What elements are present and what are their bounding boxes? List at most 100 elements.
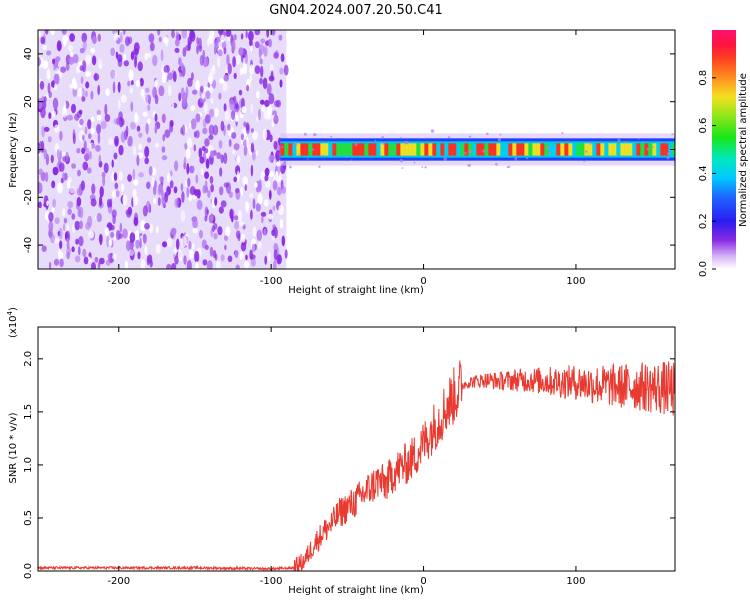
- signal-speckle: [289, 165, 292, 169]
- noise-speckle: [163, 65, 169, 73]
- signal-band-cell: [496, 143, 501, 156]
- noise-speckle: [195, 130, 200, 139]
- noise-speckle: [62, 208, 66, 217]
- noise-speckle: [167, 186, 172, 196]
- noise-speckle: [138, 172, 144, 178]
- noise-speckle: [207, 190, 211, 198]
- signal-band-cell: [484, 143, 489, 156]
- noise-speckle: [245, 123, 250, 135]
- signal-speckle: [638, 137, 640, 140]
- signal-band-cell: [544, 143, 549, 156]
- noise-speckle: [231, 40, 236, 52]
- signal-band-cell: [436, 143, 441, 156]
- noise-speckle: [95, 145, 101, 152]
- noise-speckle: [254, 65, 261, 74]
- noise-speckle: [252, 226, 257, 237]
- noise-speckle: [38, 30, 41, 38]
- noise-speckle: [43, 149, 48, 160]
- noise-speckle: [223, 235, 229, 241]
- noise-speckle: [260, 99, 265, 105]
- noise-speckle: [120, 31, 123, 43]
- noise-speckle: [96, 109, 101, 116]
- noise-speckle: [88, 230, 94, 239]
- noise-speckle: [96, 123, 102, 134]
- noise-speckle: [217, 49, 223, 57]
- noise-speckle: [91, 55, 97, 66]
- noise-speckle: [278, 204, 284, 216]
- signal-band-cell: [368, 143, 373, 156]
- noise-speckle: [208, 134, 214, 140]
- signal-band-cell: [608, 143, 613, 156]
- noise-speckle: [77, 169, 81, 177]
- noise-speckle: [225, 30, 232, 37]
- noise-speckle: [218, 206, 224, 214]
- signal-speckle: [303, 132, 307, 136]
- noise-speckle: [44, 171, 49, 183]
- noise-speckle: [74, 255, 81, 263]
- noise-speckle: [226, 54, 230, 66]
- noise-speckle: [205, 90, 211, 100]
- noise-speckle: [187, 77, 193, 87]
- signal-band-cell: [280, 143, 285, 156]
- noise-speckle: [171, 263, 177, 269]
- noise-speckle: [87, 119, 92, 130]
- noise-speckle: [201, 93, 205, 100]
- signal-speckle: [526, 157, 529, 160]
- noise-speckle: [78, 236, 84, 247]
- noise-speckle: [200, 96, 206, 104]
- noise-speckle: [169, 170, 173, 177]
- noise-speckle: [75, 238, 79, 245]
- noise-speckle: [97, 261, 101, 269]
- noise-speckle: [155, 226, 159, 234]
- noise-speckle: [223, 103, 227, 112]
- noise-speckle: [138, 144, 143, 151]
- signal-band-cell: [664, 143, 669, 156]
- noise-speckle: [117, 99, 121, 109]
- noise-speckle: [240, 133, 244, 141]
- noise-speckle: [166, 172, 171, 183]
- noise-speckle: [230, 110, 236, 120]
- noise-speckle: [139, 77, 144, 87]
- noise-speckle: [231, 132, 237, 139]
- signal-band-cell: [312, 143, 317, 156]
- noise-speckle: [133, 47, 139, 56]
- noise-speckle: [91, 143, 96, 149]
- noise-speckle: [63, 217, 68, 224]
- noise-speckle: [181, 62, 184, 72]
- noise-speckle: [224, 244, 227, 251]
- noise-speckle: [69, 186, 75, 194]
- signal-speckle: [298, 153, 300, 156]
- noise-speckle: [99, 186, 104, 198]
- noise-speckle: [278, 34, 283, 41]
- noise-speckle: [132, 168, 136, 181]
- noise-speckle: [242, 62, 248, 75]
- signal-speckle: [354, 143, 358, 146]
- noise-speckle: [235, 54, 241, 65]
- y-tick-label: 1.0: [23, 457, 34, 473]
- noise-speckle: [65, 62, 70, 71]
- noise-speckle: [90, 127, 95, 135]
- noise-speckle: [91, 262, 96, 269]
- noise-speckle: [60, 66, 67, 73]
- noise-speckle: [54, 68, 60, 75]
- signal-band-cell: [576, 143, 581, 156]
- noise-speckle: [82, 134, 85, 141]
- noise-speckle: [212, 124, 219, 136]
- noise-speckle: [255, 202, 261, 212]
- noise-speckle: [63, 101, 67, 113]
- noise-speckle: [123, 60, 129, 67]
- noise-speckle: [90, 116, 95, 122]
- noise-speckles: [38, 30, 289, 269]
- signal-band-cell: [632, 143, 637, 156]
- noise-speckle: [233, 72, 237, 80]
- noise-speckle: [178, 57, 182, 66]
- spectrogram-image: [38, 30, 675, 269]
- noise-speckle: [257, 193, 263, 205]
- noise-speckle: [113, 152, 118, 160]
- noise-speckle: [137, 251, 141, 260]
- noise-speckle: [114, 135, 119, 146]
- noise-speckle: [185, 148, 191, 159]
- noise-speckle: [240, 33, 244, 40]
- signal-band-cell: [316, 143, 321, 156]
- signal-band-cell: [488, 143, 493, 156]
